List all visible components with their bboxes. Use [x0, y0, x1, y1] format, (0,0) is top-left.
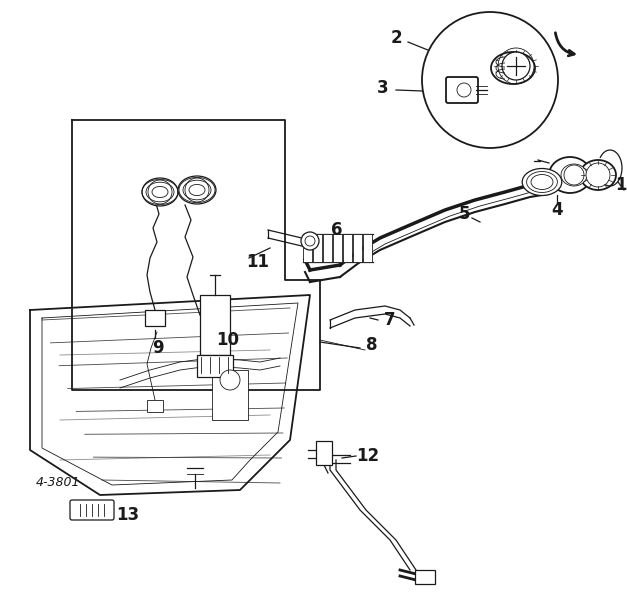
Bar	[353, 234, 362, 262]
Ellipse shape	[531, 175, 553, 190]
Bar	[333, 234, 342, 262]
Ellipse shape	[549, 157, 591, 193]
Text: 10: 10	[216, 331, 240, 349]
FancyBboxPatch shape	[70, 500, 114, 520]
Circle shape	[305, 236, 315, 246]
Text: 3: 3	[377, 79, 389, 97]
Bar	[145, 310, 165, 326]
Circle shape	[185, 178, 209, 202]
Circle shape	[502, 52, 530, 80]
Circle shape	[564, 165, 584, 185]
Bar	[363, 234, 372, 262]
Circle shape	[148, 180, 172, 204]
Bar	[212, 370, 248, 420]
Circle shape	[586, 163, 610, 187]
Text: 6: 6	[331, 221, 343, 239]
Ellipse shape	[522, 169, 562, 196]
Text: 8: 8	[366, 336, 377, 354]
Ellipse shape	[561, 164, 587, 186]
Text: 7: 7	[384, 311, 396, 329]
FancyBboxPatch shape	[446, 77, 478, 103]
Bar	[147, 400, 163, 412]
Text: 5: 5	[458, 205, 470, 223]
Text: 12: 12	[356, 447, 379, 465]
Bar	[343, 234, 352, 262]
Bar	[303, 234, 312, 262]
Ellipse shape	[527, 172, 557, 193]
Bar	[323, 234, 332, 262]
Text: 4-3801: 4-3801	[36, 475, 80, 488]
Circle shape	[220, 370, 240, 390]
Bar	[415, 570, 435, 584]
Ellipse shape	[491, 52, 535, 84]
Circle shape	[422, 12, 558, 148]
Ellipse shape	[580, 160, 616, 190]
Bar	[316, 441, 332, 465]
Text: 11: 11	[246, 253, 270, 271]
Text: 2: 2	[390, 29, 402, 47]
Circle shape	[457, 83, 471, 97]
Ellipse shape	[142, 178, 178, 206]
Text: 9: 9	[152, 339, 164, 357]
Text: 4: 4	[551, 201, 563, 219]
Text: 13: 13	[117, 506, 140, 524]
Ellipse shape	[178, 176, 216, 204]
Circle shape	[301, 232, 319, 250]
Text: 1: 1	[615, 176, 627, 194]
Bar	[200, 295, 230, 355]
Bar	[197, 355, 233, 377]
Bar	[313, 234, 322, 262]
